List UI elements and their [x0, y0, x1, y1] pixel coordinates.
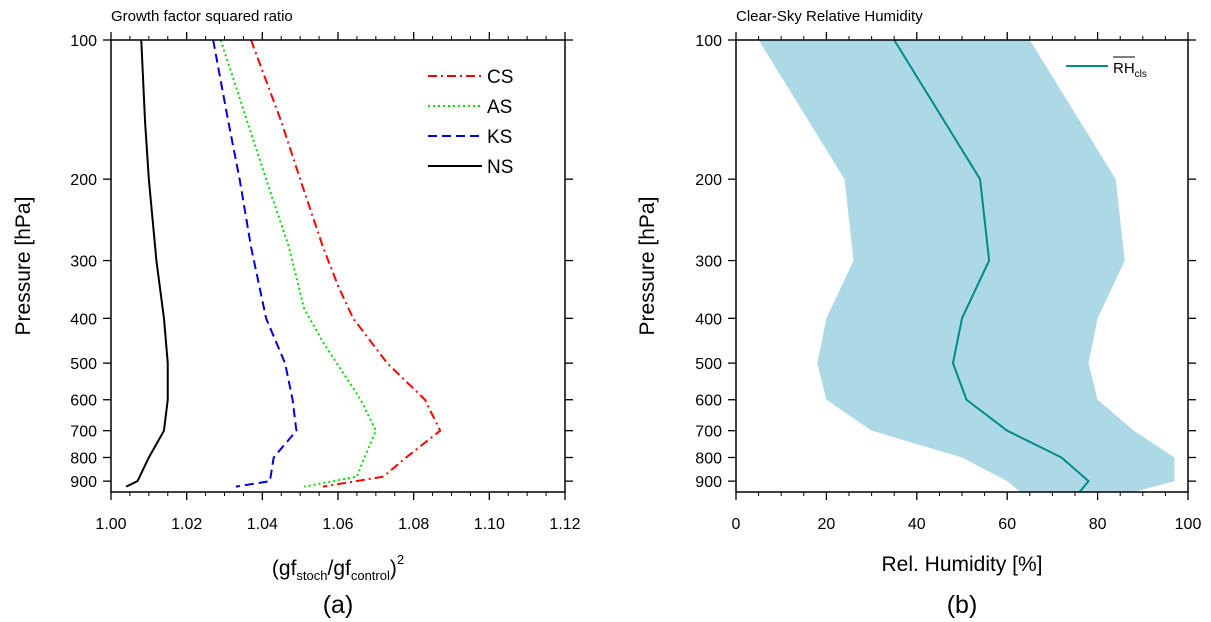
a-x-tick-label: 1.08 — [398, 516, 429, 533]
panel-b-xlabel: Rel. Humidity [%] — [881, 553, 1042, 576]
b-x-tick-label: 40 — [908, 516, 926, 533]
a-y-tick-label: 700 — [70, 424, 97, 441]
a-y-tick-label: 500 — [70, 356, 97, 373]
panel-a-xlabel: (gfstoch/gfcontrol)2 — [272, 552, 404, 583]
a-x-tick-label: 1.12 — [549, 516, 580, 533]
a-series-line-3 — [125, 39, 169, 488]
a-x-tick-label: 1.04 — [247, 516, 278, 533]
panel-b-label: (b) — [947, 591, 978, 619]
panel-b-ylabel: Pressure [hPa] — [636, 197, 659, 336]
a-series-line-0 — [250, 39, 442, 488]
b-legend-label: RHcls — [1113, 60, 1147, 80]
b-x-tick-label: 60 — [998, 516, 1016, 533]
panel-a: Growth factor squared ratio 1.00 1.02 1.04… — [12, 8, 581, 619]
a-y-tick-label: 400 — [70, 311, 97, 328]
a-x-tick-label: 1.10 — [474, 516, 505, 533]
panel-b: Clear-Sky Relative Humidity 0 20 40 60 80 100… — [636, 8, 1201, 619]
panel-b-title: Clear-Sky Relative Humidity — [736, 8, 923, 25]
a-legend-label: NS — [487, 157, 513, 178]
b-y-tick-label: 300 — [695, 254, 722, 271]
b-y-tick-label: 900 — [695, 474, 722, 491]
b-y-tick-label: 400 — [695, 311, 722, 328]
a-y-tick-label: 300 — [70, 254, 97, 271]
b-x-tick-label: 20 — [818, 516, 836, 533]
b-series-line-0 — [893, 39, 1090, 493]
a-series-line-2 — [212, 39, 298, 488]
a-legend-label: KS — [487, 127, 512, 148]
b-y-tick-label: 100 — [695, 33, 722, 50]
a-y-tick-label: 200 — [70, 172, 97, 189]
a-legend-label: AS — [487, 97, 512, 118]
a-x-tick-label: 1.06 — [322, 516, 353, 533]
b-x-tick-label: 80 — [1089, 516, 1107, 533]
a-legend-label: CS — [487, 67, 513, 88]
b-x-tick-label: 100 — [1175, 516, 1202, 533]
a-y-tick-label: 800 — [70, 450, 97, 467]
a-y-tick-label: 900 — [70, 474, 97, 491]
b-x-tick-label: 0 — [732, 516, 741, 533]
a-y-tick-label: 100 — [70, 33, 97, 50]
panel-a-label: (a) — [323, 591, 354, 619]
b-y-tick-label: 800 — [695, 450, 722, 467]
b-y-tick-label: 600 — [695, 393, 722, 410]
b-y-tick-label: 500 — [695, 356, 722, 373]
a-series-line-1 — [219, 39, 377, 488]
panel-a-ylabel: Pressure [hPa] — [12, 197, 35, 336]
a-x-tick-label: 1.02 — [171, 516, 202, 533]
b-y-tick-label: 200 — [695, 172, 722, 189]
b-spread-band — [758, 40, 1175, 492]
a-y-tick-label: 600 — [70, 393, 97, 410]
a-x-tick-label: 1.00 — [95, 516, 126, 533]
b-y-tick-label: 700 — [695, 424, 722, 441]
panel-a-title: Growth factor squared ratio — [111, 8, 293, 25]
